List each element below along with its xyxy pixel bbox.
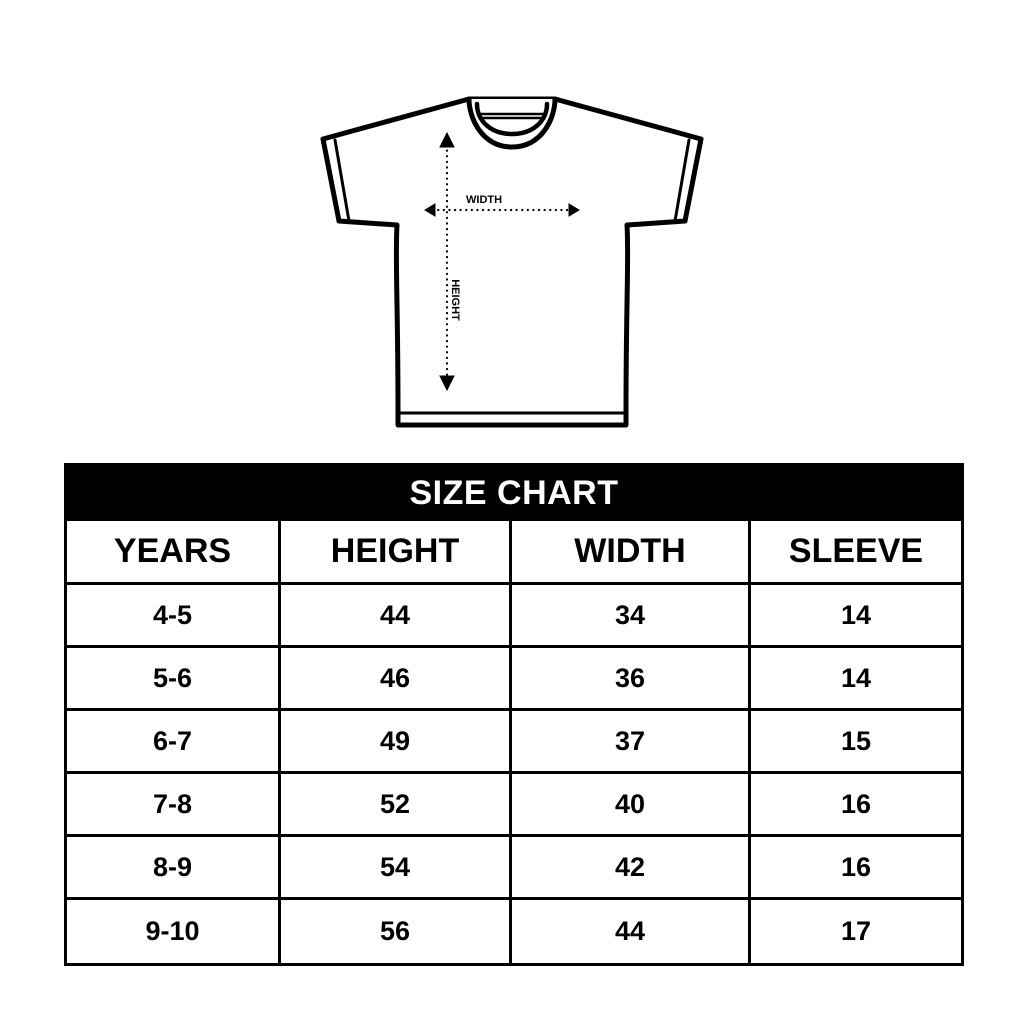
svg-text:HEIGHT: HEIGHT [449,279,461,321]
svg-text:WIDTH: WIDTH [466,194,502,206]
